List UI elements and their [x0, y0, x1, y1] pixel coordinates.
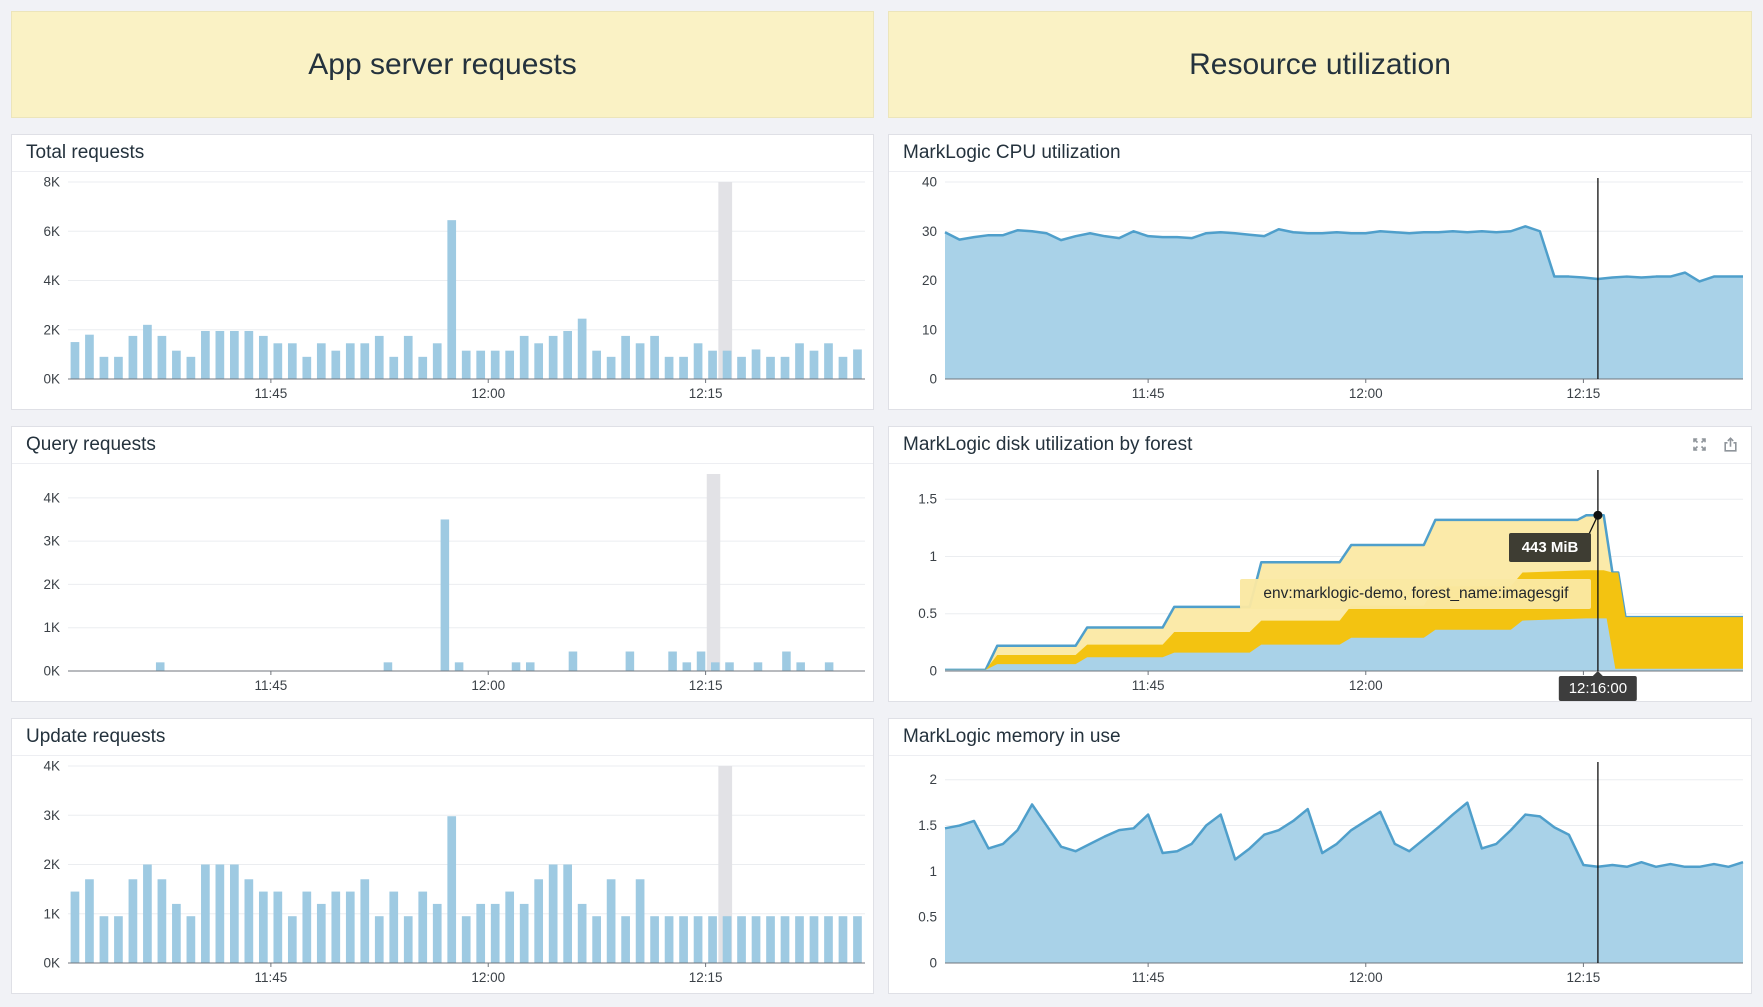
header-app-server-requests: App server requests	[11, 11, 874, 118]
svg-text:4K: 4K	[43, 273, 60, 288]
panel-total-requests: Total requests 0K 2K 4K 6K 8K 11:45 12:00 12:15	[11, 134, 874, 410]
svg-text:2K: 2K	[43, 322, 60, 337]
svg-text:11:45: 11:45	[1132, 386, 1165, 401]
svg-text:1: 1	[929, 864, 937, 879]
bar-chart-canvas: 0K 2K 4K 6K 8K 11:45 12:00 12:15	[12, 172, 873, 409]
svg-text:12:15: 12:15	[689, 970, 723, 985]
panel-memory-in-use: MarkLogic memory in use 0 0.5 1 1.5 2 11:45 12…	[888, 718, 1752, 994]
svg-text:0: 0	[929, 956, 937, 971]
export-icon[interactable]	[1722, 436, 1739, 453]
svg-text:0K: 0K	[43, 372, 60, 387]
chart-title: MarkLogic disk utilization by forest	[889, 427, 1751, 464]
svg-text:12:00: 12:00	[471, 678, 505, 693]
svg-text:11:45: 11:45	[254, 386, 287, 401]
chart-title: Update requests	[12, 719, 873, 756]
area-chart-canvas: 0 0.5 1 1.5 2 11:45 12:00 12:15	[889, 756, 1751, 993]
svg-text:12:15: 12:15	[689, 386, 723, 401]
svg-text:11:45: 11:45	[1132, 678, 1165, 693]
svg-text:1.5: 1.5	[918, 818, 937, 833]
svg-text:12:00: 12:00	[1349, 386, 1383, 401]
svg-text:11:45: 11:45	[254, 970, 287, 985]
bar-chart-canvas: 0K 1K 2K 3K 4K 11:45 12:00 12:15	[12, 464, 873, 701]
chart-title: Total requests	[12, 135, 873, 172]
chart-actions	[1691, 436, 1739, 453]
chart-update-requests[interactable]: 0K 1K 2K 3K 4K 11:45 12:00 12:15	[12, 756, 873, 993]
tooltip-value: 443 MiB	[1509, 533, 1592, 562]
svg-text:12:15: 12:15	[689, 678, 723, 693]
chart-title: Query requests	[12, 427, 873, 464]
chart-query-requests[interactable]: 0K 1K 2K 3K 4K 11:45 12:00 12:15	[12, 464, 873, 701]
chart-title: MarkLogic CPU utilization	[889, 135, 1751, 172]
svg-text:12:00: 12:00	[471, 386, 505, 401]
tooltip-series-label: env:marklogic-demo, forest_name:imagesgi…	[1240, 579, 1591, 609]
svg-text:20: 20	[922, 273, 937, 288]
svg-text:12:00: 12:00	[471, 970, 505, 985]
dashboard: App server requests Resource utilization…	[0, 0, 1763, 1005]
svg-text:0: 0	[929, 372, 937, 387]
chart-memory-in-use[interactable]: 0 0.5 1 1.5 2 11:45 12:00 12:15	[889, 756, 1751, 993]
svg-text:8K: 8K	[43, 175, 60, 190]
svg-text:1K: 1K	[43, 620, 60, 635]
bar-chart-canvas: 0K 1K 2K 3K 4K 11:45 12:00 12:15	[12, 756, 873, 993]
svg-text:0.5: 0.5	[918, 910, 937, 925]
svg-text:12:00: 12:00	[1349, 678, 1383, 693]
svg-text:11:45: 11:45	[1132, 970, 1165, 985]
svg-text:30: 30	[922, 224, 937, 239]
svg-text:0: 0	[929, 664, 937, 679]
svg-text:2K: 2K	[43, 857, 60, 872]
chart-title: MarkLogic memory in use	[889, 719, 1751, 756]
svg-text:2K: 2K	[43, 577, 60, 592]
svg-text:0K: 0K	[43, 956, 60, 971]
chart-title-text: MarkLogic disk utilization by forest	[903, 434, 1192, 455]
svg-text:12:15: 12:15	[1567, 386, 1601, 401]
svg-text:40: 40	[922, 175, 937, 190]
chart-disk-utilization[interactable]: 00.511.511:4512:0012:15 env:marklogic-de…	[889, 464, 1751, 701]
panel-disk-utilization: MarkLogic disk utilization by forest 0 0.…	[888, 426, 1752, 702]
cursor-time-badge: 12:16:00	[1559, 676, 1637, 701]
expand-icon[interactable]	[1691, 436, 1708, 453]
panel-cpu-utilization: MarkLogic CPU utilization 0 10 20 30 40 11:45…	[888, 134, 1752, 410]
svg-text:11:45: 11:45	[254, 678, 287, 693]
svg-text:6K: 6K	[43, 224, 60, 239]
svg-text:10: 10	[922, 322, 937, 337]
header-label: App server requests	[308, 48, 576, 82]
svg-text:0K: 0K	[43, 664, 60, 679]
svg-text:1.5: 1.5	[918, 492, 937, 507]
header-resource-utilization: Resource utilization	[888, 11, 1752, 118]
svg-text:2: 2	[929, 772, 937, 787]
chart-total-requests[interactable]: 0K 2K 4K 6K 8K 11:45 12:00 12:15	[12, 172, 873, 409]
area-chart-canvas: 0 10 20 30 40 11:45 12:00 12:15	[889, 172, 1751, 409]
panel-query-requests: Query requests 0K 1K 2K 3K 4K 11:45 12:00 12:15	[11, 426, 874, 702]
svg-text:3K: 3K	[43, 808, 60, 823]
header-label: Resource utilization	[1189, 48, 1451, 82]
chart-cpu-utilization[interactable]: 0 10 20 30 40 11:45 12:00 12:15	[889, 172, 1751, 409]
svg-text:1K: 1K	[43, 906, 60, 921]
svg-text:3K: 3K	[43, 534, 60, 549]
svg-text:1: 1	[929, 549, 937, 564]
panel-update-requests: Update requests 0K 1K 2K 3K 4K 11:45 12:00 12:1…	[11, 718, 874, 994]
svg-text:12:15: 12:15	[1567, 970, 1601, 985]
svg-text:4K: 4K	[43, 759, 60, 774]
svg-text:4K: 4K	[43, 490, 60, 505]
svg-text:0.5: 0.5	[918, 606, 937, 621]
svg-text:12:00: 12:00	[1349, 970, 1383, 985]
